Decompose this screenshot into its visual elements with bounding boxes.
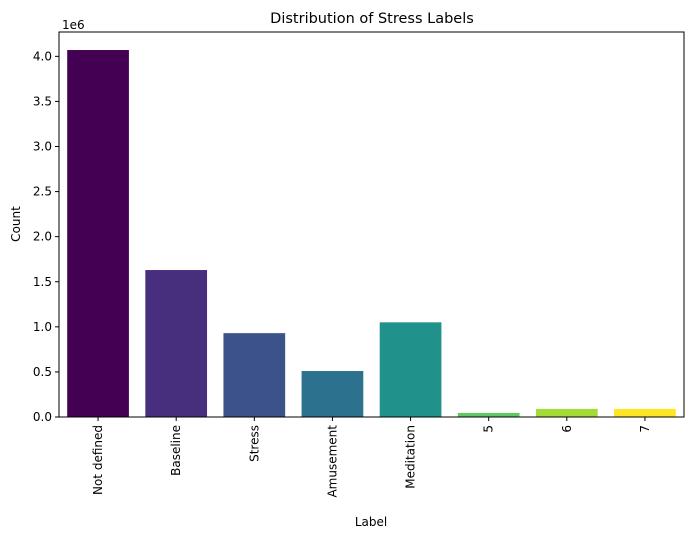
bar xyxy=(535,408,598,417)
x-tick-label: Stress xyxy=(247,425,261,462)
bar xyxy=(457,412,520,417)
y-axis-ticks: 0.0 0.5 1.0 1.5 2.0 2.5 3.0 3.5 4.0 xyxy=(33,49,59,424)
bar xyxy=(614,408,676,417)
bar xyxy=(379,322,442,417)
x-tick-label: 5 xyxy=(482,425,496,433)
y-tick-label: 4.0 xyxy=(33,49,52,63)
y-tick-label: 2.5 xyxy=(33,185,52,199)
y-axis-label: Count xyxy=(9,206,23,242)
x-tick-label: Meditation xyxy=(404,425,418,489)
bar xyxy=(301,371,364,417)
chart-title: Distribution of Stress Labels xyxy=(270,11,474,27)
x-tick-label: Baseline xyxy=(169,425,183,476)
y-tick-label: 3.0 xyxy=(33,140,52,154)
x-tick-label: 7 xyxy=(638,425,652,433)
y-tick-label: 0.5 xyxy=(33,365,52,379)
x-tick-label: 6 xyxy=(560,425,574,433)
bar xyxy=(223,333,286,417)
y-tick-label: 3.5 xyxy=(33,94,52,108)
x-axis-label: Label xyxy=(355,515,387,529)
x-tick-label: Amusement xyxy=(325,425,339,498)
y-tick-label: 0.0 xyxy=(33,410,52,424)
bars xyxy=(67,50,676,418)
y-tick-label: 1.0 xyxy=(33,320,52,334)
plot-frame xyxy=(58,31,685,418)
x-tick-label: Not defined xyxy=(91,425,105,495)
y-tick-label: 2.0 xyxy=(33,230,52,244)
y-axis-offset-text: 1e6 xyxy=(62,18,85,32)
bar xyxy=(67,50,129,418)
bar xyxy=(145,270,208,417)
y-tick-label: 1.5 xyxy=(33,275,52,289)
x-axis-ticks: Not defined Baseline Stress Amusement Medita… xyxy=(91,417,652,498)
